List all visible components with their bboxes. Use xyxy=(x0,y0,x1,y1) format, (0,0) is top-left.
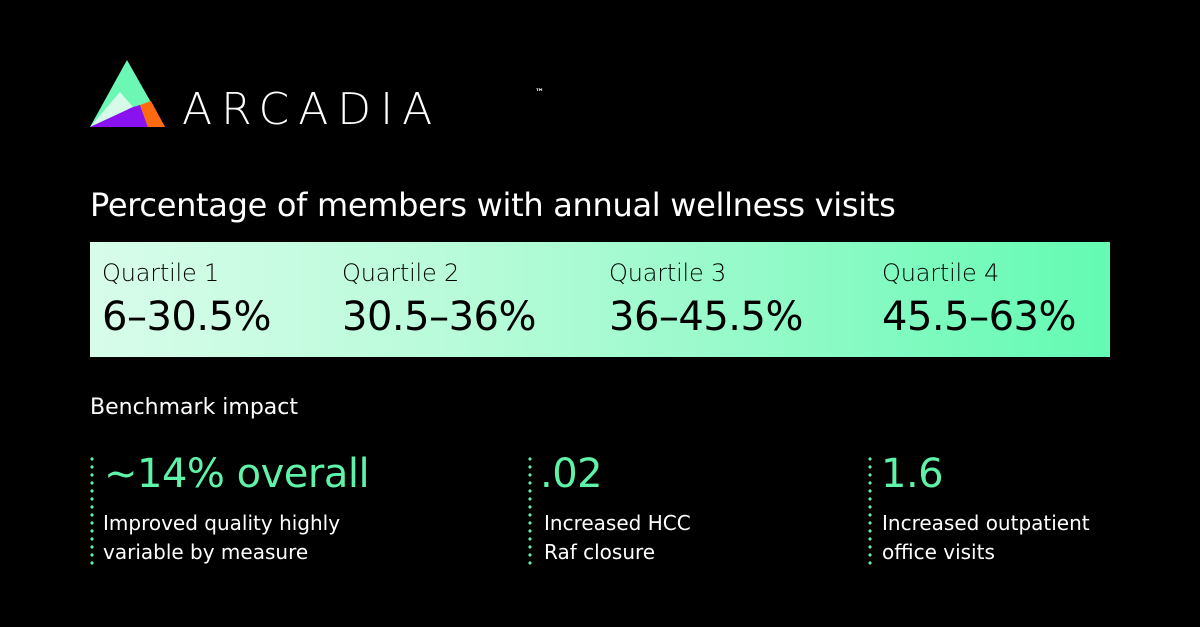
stat-description-line: office visits xyxy=(882,540,995,564)
stat-description-line: Improved quality highly xyxy=(103,511,341,535)
quartile-range: 45.5–63% xyxy=(882,294,1076,340)
dotted-divider xyxy=(90,455,94,567)
stat-description-line: Raf closure xyxy=(544,540,656,564)
dotted-divider xyxy=(528,455,532,567)
arcadia-triangle-logo-icon xyxy=(90,60,165,127)
brand-name: ARCADIA xyxy=(182,84,442,135)
stat-description-line: variable by measure xyxy=(103,540,309,564)
quartile-range: 36–45.5% xyxy=(609,294,803,340)
stat-description-line: Increased HCC xyxy=(544,511,691,535)
stat-description-line: Increased outpatient xyxy=(882,511,1090,535)
quartile-range: 30.5–36% xyxy=(342,294,536,340)
page-title: Percentage of members with annual wellne… xyxy=(90,186,896,224)
stat-value: 1.6 xyxy=(881,451,944,497)
quartile-label: Quartile 4 xyxy=(882,259,1000,287)
quartile-label: Quartile 2 xyxy=(342,259,460,287)
quartile-range: 6–30.5% xyxy=(102,294,272,340)
quartile-panel: Quartile 1 6–30.5% Quartile 2 30.5–36% Q… xyxy=(90,242,1110,357)
dotted-divider xyxy=(868,455,872,567)
stat-description: Increased outpatient office visits xyxy=(882,509,1090,567)
stat-description: Improved quality highly variable by meas… xyxy=(103,509,340,567)
quartile-label: Quartile 1 xyxy=(102,259,220,287)
stat-description: Increased HCC Raf closure xyxy=(544,509,691,567)
benchmark-heading: Benchmark impact xyxy=(90,395,299,420)
trademark-symbol: ™ xyxy=(535,88,544,98)
quartile-label: Quartile 3 xyxy=(609,259,727,287)
stat-value: .02 xyxy=(540,451,603,497)
stat-value: ~14% overall xyxy=(104,451,370,497)
